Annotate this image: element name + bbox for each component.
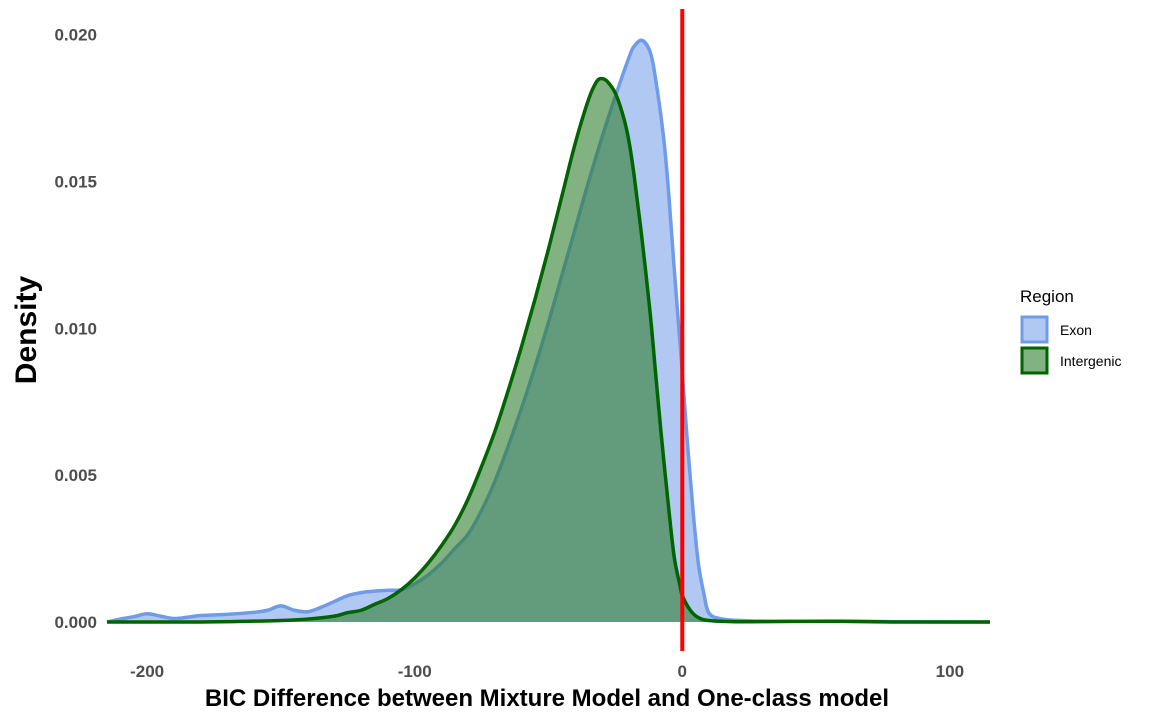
y-axis-ticks: 0.000 0.005 0.010 0.015 0.020 [54,26,97,632]
x-tick-label: 100 [936,662,964,681]
legend-label-exon: Exon [1060,322,1092,338]
legend-swatch-intergenic [1020,346,1049,375]
y-tick-label: 0.010 [54,319,97,338]
y-axis-title: Density [10,276,43,385]
x-axis-title: BIC Difference between Mixture Model and… [205,685,889,712]
density-area-intergenic [107,78,990,622]
legend-label-intergenic: Intergenic [1060,353,1121,369]
x-axis-ticks: -200 -100 0 100 [130,662,964,681]
x-tick-label: 0 [678,662,687,681]
legend-title: Region [1020,287,1074,306]
y-tick-label: 0.000 [54,613,97,632]
legend: Region Exon Intergenic [1020,287,1121,375]
x-tick-label: -100 [398,662,432,681]
y-tick-label: 0.005 [54,466,97,485]
x-tick-label: -200 [130,662,164,681]
plot-area [106,9,991,651]
legend-swatch-exon [1020,315,1049,344]
y-tick-label: 0.015 [54,172,97,191]
y-tick-label: 0.020 [54,26,97,45]
